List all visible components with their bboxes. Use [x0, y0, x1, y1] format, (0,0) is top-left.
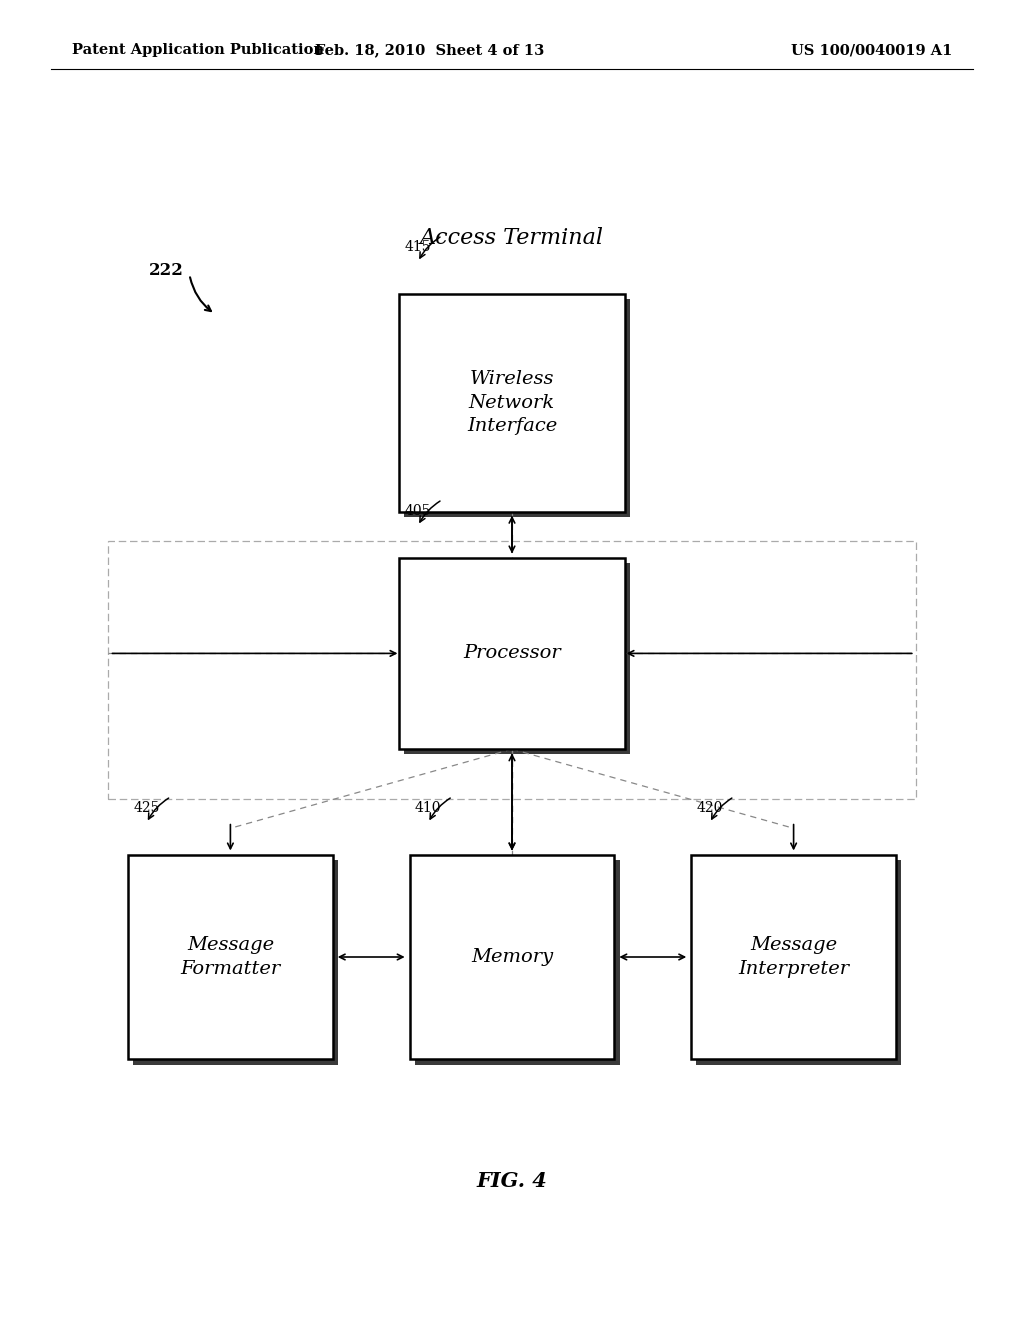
Text: 415: 415 — [404, 240, 431, 253]
Text: 222: 222 — [148, 263, 183, 279]
Text: Wireless
Network
Interface: Wireless Network Interface — [467, 370, 557, 436]
Bar — [691, 855, 896, 1059]
Bar — [404, 562, 630, 755]
Bar — [108, 541, 916, 799]
Text: FIG. 4: FIG. 4 — [476, 1171, 548, 1192]
Text: Message
Formatter: Message Formatter — [180, 936, 281, 978]
Text: Patent Application Publication: Patent Application Publication — [72, 44, 324, 57]
Bar — [399, 294, 625, 512]
Text: Memory: Memory — [471, 948, 553, 966]
Text: US 100/0040019 A1: US 100/0040019 A1 — [791, 44, 952, 57]
Bar — [399, 557, 625, 750]
Text: 425: 425 — [133, 801, 160, 814]
Bar — [415, 861, 620, 1064]
Text: 420: 420 — [696, 801, 723, 814]
Bar — [410, 855, 614, 1059]
Text: 405: 405 — [404, 504, 431, 517]
Text: Feb. 18, 2010  Sheet 4 of 13: Feb. 18, 2010 Sheet 4 of 13 — [315, 44, 545, 57]
Text: Processor: Processor — [463, 644, 561, 663]
Bar — [696, 861, 901, 1064]
Bar — [404, 300, 630, 517]
Text: Message
Interpreter: Message Interpreter — [738, 936, 849, 978]
Text: Access Terminal: Access Terminal — [420, 227, 604, 248]
Bar — [133, 861, 338, 1064]
Bar — [128, 855, 333, 1059]
Text: 410: 410 — [415, 801, 441, 814]
